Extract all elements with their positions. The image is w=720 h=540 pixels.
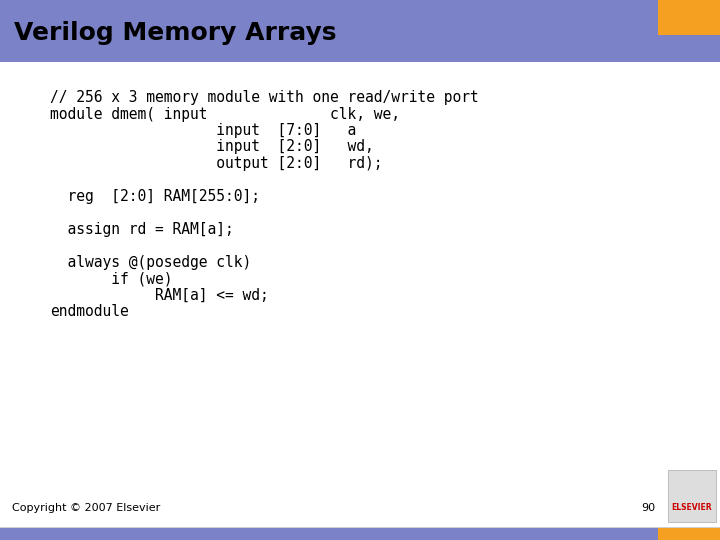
Text: endmodule: endmodule bbox=[50, 305, 129, 320]
FancyBboxPatch shape bbox=[658, 0, 720, 35]
Text: assign rd = RAM[a];: assign rd = RAM[a]; bbox=[50, 222, 234, 237]
Text: // 256 x 3 memory module with one read/write port: // 256 x 3 memory module with one read/w… bbox=[50, 90, 479, 105]
Text: Verilog Memory Arrays: Verilog Memory Arrays bbox=[14, 22, 336, 45]
Text: Copyright © 2007 Elsevier: Copyright © 2007 Elsevier bbox=[12, 503, 161, 513]
FancyBboxPatch shape bbox=[0, 0, 720, 62]
Text: output [2:0]   rd);: output [2:0] rd); bbox=[50, 156, 382, 171]
Text: ELSEVIER: ELSEVIER bbox=[672, 503, 712, 512]
Text: 90: 90 bbox=[641, 503, 655, 513]
FancyBboxPatch shape bbox=[658, 528, 720, 540]
Text: reg  [2:0] RAM[255:0];: reg [2:0] RAM[255:0]; bbox=[50, 189, 260, 204]
Text: input  [2:0]   wd,: input [2:0] wd, bbox=[50, 139, 374, 154]
FancyBboxPatch shape bbox=[0, 528, 720, 540]
Text: always @(posedge clk): always @(posedge clk) bbox=[50, 255, 251, 270]
FancyBboxPatch shape bbox=[668, 470, 716, 522]
Text: module dmem( input              clk, we,: module dmem( input clk, we, bbox=[50, 106, 400, 122]
Text: input  [7:0]   a: input [7:0] a bbox=[50, 123, 356, 138]
Text: RAM[a] <= wd;: RAM[a] <= wd; bbox=[50, 288, 269, 303]
Text: if (we): if (we) bbox=[50, 272, 173, 287]
